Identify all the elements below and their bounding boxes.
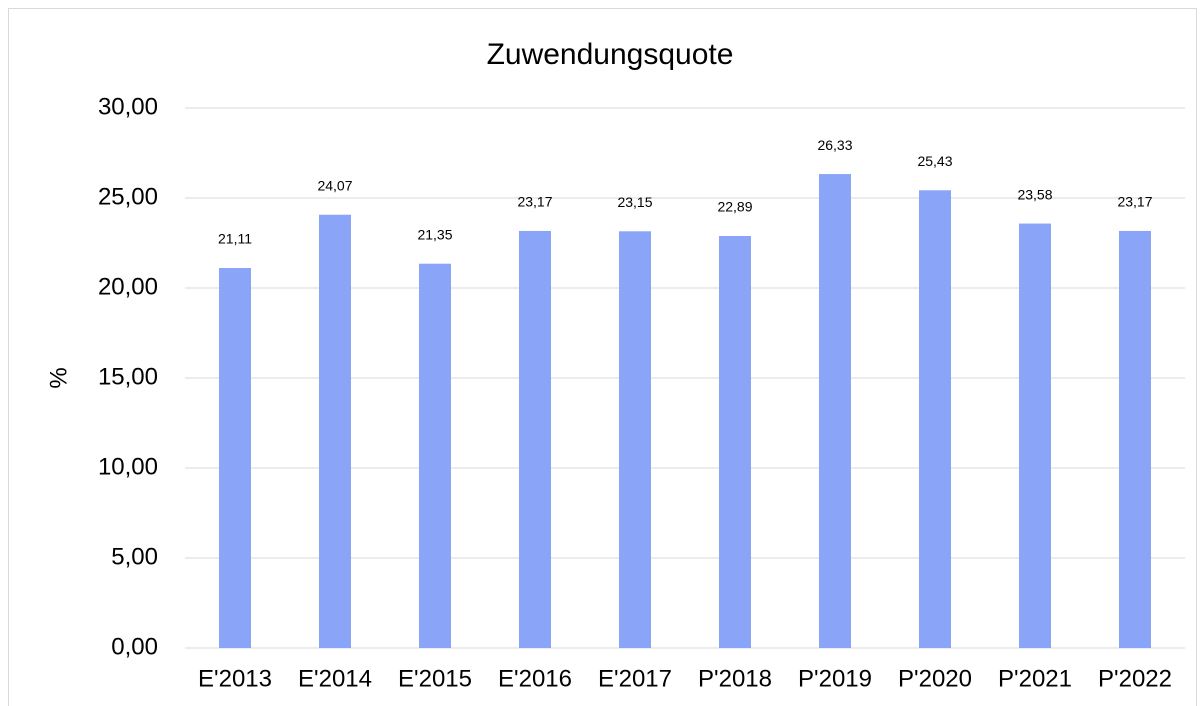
bar: [1019, 223, 1051, 648]
data-label: 23,15: [617, 194, 652, 210]
data-label: 23,17: [1117, 194, 1152, 210]
x-tick-label: P'2019: [798, 665, 872, 692]
data-label: 22,89: [717, 199, 752, 215]
y-tick-label: 0,00: [111, 633, 158, 660]
y-tick-label: 30,00: [98, 93, 158, 120]
bar: [419, 263, 451, 648]
x-tick-label: E'2014: [298, 665, 372, 692]
bar: [519, 230, 551, 648]
bar: [319, 214, 351, 649]
x-tick-label: P'2018: [698, 665, 772, 692]
x-tick-label: P'2022: [1098, 665, 1172, 692]
chart-frame: [8, 8, 1197, 706]
data-label: 21,11: [218, 231, 252, 247]
x-tick-label: P'2020: [898, 665, 972, 692]
data-label: 21,35: [417, 226, 452, 242]
x-tick-label: E'2015: [398, 665, 472, 692]
data-label: 23,58: [1017, 186, 1052, 202]
y-tick-label: 25,00: [98, 183, 158, 210]
data-label: 23,17: [517, 194, 552, 210]
x-tick-label: E'2013: [198, 665, 272, 692]
x-tick-label: E'2017: [598, 665, 672, 692]
bar: [619, 231, 651, 649]
bar: [719, 235, 751, 649]
bar: [819, 174, 851, 648]
y-tick-label: 20,00: [98, 273, 158, 300]
bar: [219, 268, 251, 648]
y-tick-label: 5,00: [111, 543, 158, 570]
x-tick-label: P'2021: [998, 665, 1072, 692]
chart-title: Zuwendungsquote: [487, 38, 734, 71]
y-tick-label: 10,00: [98, 453, 158, 480]
y-axis-label: %: [45, 367, 72, 388]
bar: [919, 190, 951, 648]
bar: [1119, 230, 1151, 648]
data-label: 26,33: [817, 137, 852, 153]
data-label: 24,07: [317, 177, 352, 193]
data-label: 25,43: [917, 153, 952, 169]
y-tick-label: 15,00: [98, 363, 158, 390]
x-tick-label: E'2016: [498, 665, 572, 692]
